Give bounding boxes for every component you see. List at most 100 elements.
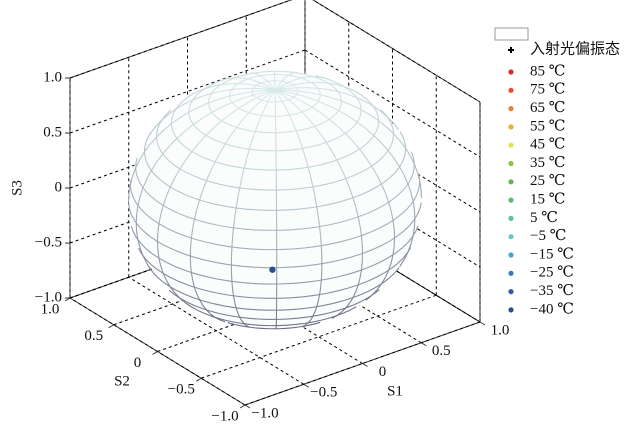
- sphere-grid: [377, 181, 385, 187]
- legend-label: −40 ℃: [530, 301, 574, 317]
- sphere-grid: [284, 92, 294, 98]
- sphere-grid: [136, 174, 140, 181]
- sphere-grid: [285, 87, 297, 90]
- sphere-grid: [189, 102, 192, 107]
- sphere-grid: [386, 116, 394, 124]
- sphere-grid: [376, 174, 382, 185]
- sphere-grid: [146, 163, 151, 169]
- z-tick-label: −0.5: [35, 234, 62, 250]
- sphere-grid: [388, 217, 397, 224]
- sphere-grid: [199, 190, 204, 201]
- sphere-grid: [242, 228, 255, 231]
- sphere-grid: [166, 227, 176, 233]
- sphere-grid: [222, 80, 227, 84]
- legend-marker: [508, 270, 514, 276]
- z-tick-label: 1.0: [43, 69, 62, 85]
- sphere-grid: [330, 115, 334, 119]
- sphere-grid: [224, 135, 232, 145]
- sphere-grid: [254, 80, 262, 84]
- sphere-grid: [158, 214, 162, 224]
- sphere-grid: [212, 81, 218, 85]
- sphere-grid: [256, 83, 259, 86]
- sphere-grid: [285, 107, 290, 116]
- sphere-grid: [303, 226, 316, 230]
- sphere-grid: [394, 267, 400, 274]
- sphere-grid: [171, 116, 174, 121]
- sphere-grid: [355, 207, 359, 218]
- sphere-grid: [175, 231, 186, 237]
- sphere-grid: [165, 109, 172, 116]
- sphere-grid: [177, 290, 186, 296]
- sphere-grid: [401, 157, 405, 164]
- sphere-grid: [304, 280, 317, 283]
- sphere-grid: [339, 94, 342, 98]
- sphere-grid: [241, 247, 255, 250]
- y-tick-label: −0.5: [168, 382, 195, 398]
- sphere-grid: [337, 91, 348, 95]
- sphere-grid: [209, 181, 219, 185]
- sphere-grid: [403, 225, 410, 232]
- legend-marker: [508, 47, 514, 53]
- sphere-grid: [271, 89, 276, 96]
- sphere-grid: [291, 71, 295, 75]
- sphere-grid: [256, 73, 261, 77]
- sphere-grid: [326, 139, 333, 143]
- sphere-grid: [315, 85, 318, 88]
- sphere-grid: [217, 244, 230, 248]
- sphere-grid: [267, 95, 273, 102]
- sphere-grid: [376, 272, 385, 278]
- sphere-grid: [129, 176, 134, 186]
- sphere-grid: [391, 195, 398, 201]
- sphere-grid: [413, 163, 418, 173]
- sphere-grid: [225, 164, 235, 168]
- z-tick-label: −1.0: [35, 289, 62, 305]
- sphere-grid: [378, 120, 387, 128]
- sphere-grid: [197, 309, 205, 314]
- sphere-grid: [358, 102, 362, 106]
- sphere-grid: [246, 325, 250, 328]
- sphere-grid: [316, 261, 330, 266]
- sphere-grid: [359, 226, 362, 236]
- sphere-grid: [343, 197, 354, 202]
- x-tick-label: 1.0: [491, 322, 510, 338]
- sphere-grid: [209, 108, 212, 112]
- sphere-grid: [289, 82, 291, 85]
- sphere-grid: [241, 282, 255, 285]
- sphere-grid: [128, 184, 131, 194]
- sphere-grid: [367, 276, 377, 282]
- sphere-grid: [347, 216, 359, 221]
- sphere-grid: [193, 197, 204, 202]
- sphere-grid: [369, 186, 378, 192]
- sphere-grid: [296, 93, 308, 98]
- sphere-grid: [163, 182, 171, 188]
- sphere-grid: [357, 277, 361, 286]
- sphere-grid: [256, 93, 267, 99]
- sphere-grid: [314, 125, 322, 135]
- sphere-grid: [298, 186, 310, 190]
- sphere-grid: [166, 262, 176, 268]
- sphere-grid: [239, 316, 243, 322]
- sphere-grid: [232, 227, 235, 238]
- sphere-grid: [317, 216, 321, 227]
- sphere-grid: [410, 173, 414, 180]
- sphere-grid: [388, 262, 392, 271]
- sphere-grid: [179, 213, 189, 218]
- sphere-grid: [352, 197, 357, 208]
- sphere-grid: [373, 289, 380, 295]
- sphere-grid: [320, 280, 322, 288]
- sphere-grid: [274, 87, 286, 91]
- sphere-grid: [412, 227, 415, 236]
- sphere-grid: [139, 151, 145, 161]
- sphere-grid: [320, 78, 325, 82]
- sphere-grid: [192, 219, 195, 229]
- sphere-grid: [351, 92, 356, 96]
- sphere-grid: [337, 125, 346, 134]
- sphere-grid: [183, 96, 189, 101]
- sphere-grid: [352, 140, 360, 150]
- sphere-grid: [347, 89, 353, 93]
- sphere-grid: [150, 263, 157, 270]
- sphere-grid: [291, 296, 304, 299]
- sphere-grid: [352, 293, 362, 299]
- sphere-grid: [185, 269, 196, 275]
- legend-label: −35 ℃: [530, 283, 574, 299]
